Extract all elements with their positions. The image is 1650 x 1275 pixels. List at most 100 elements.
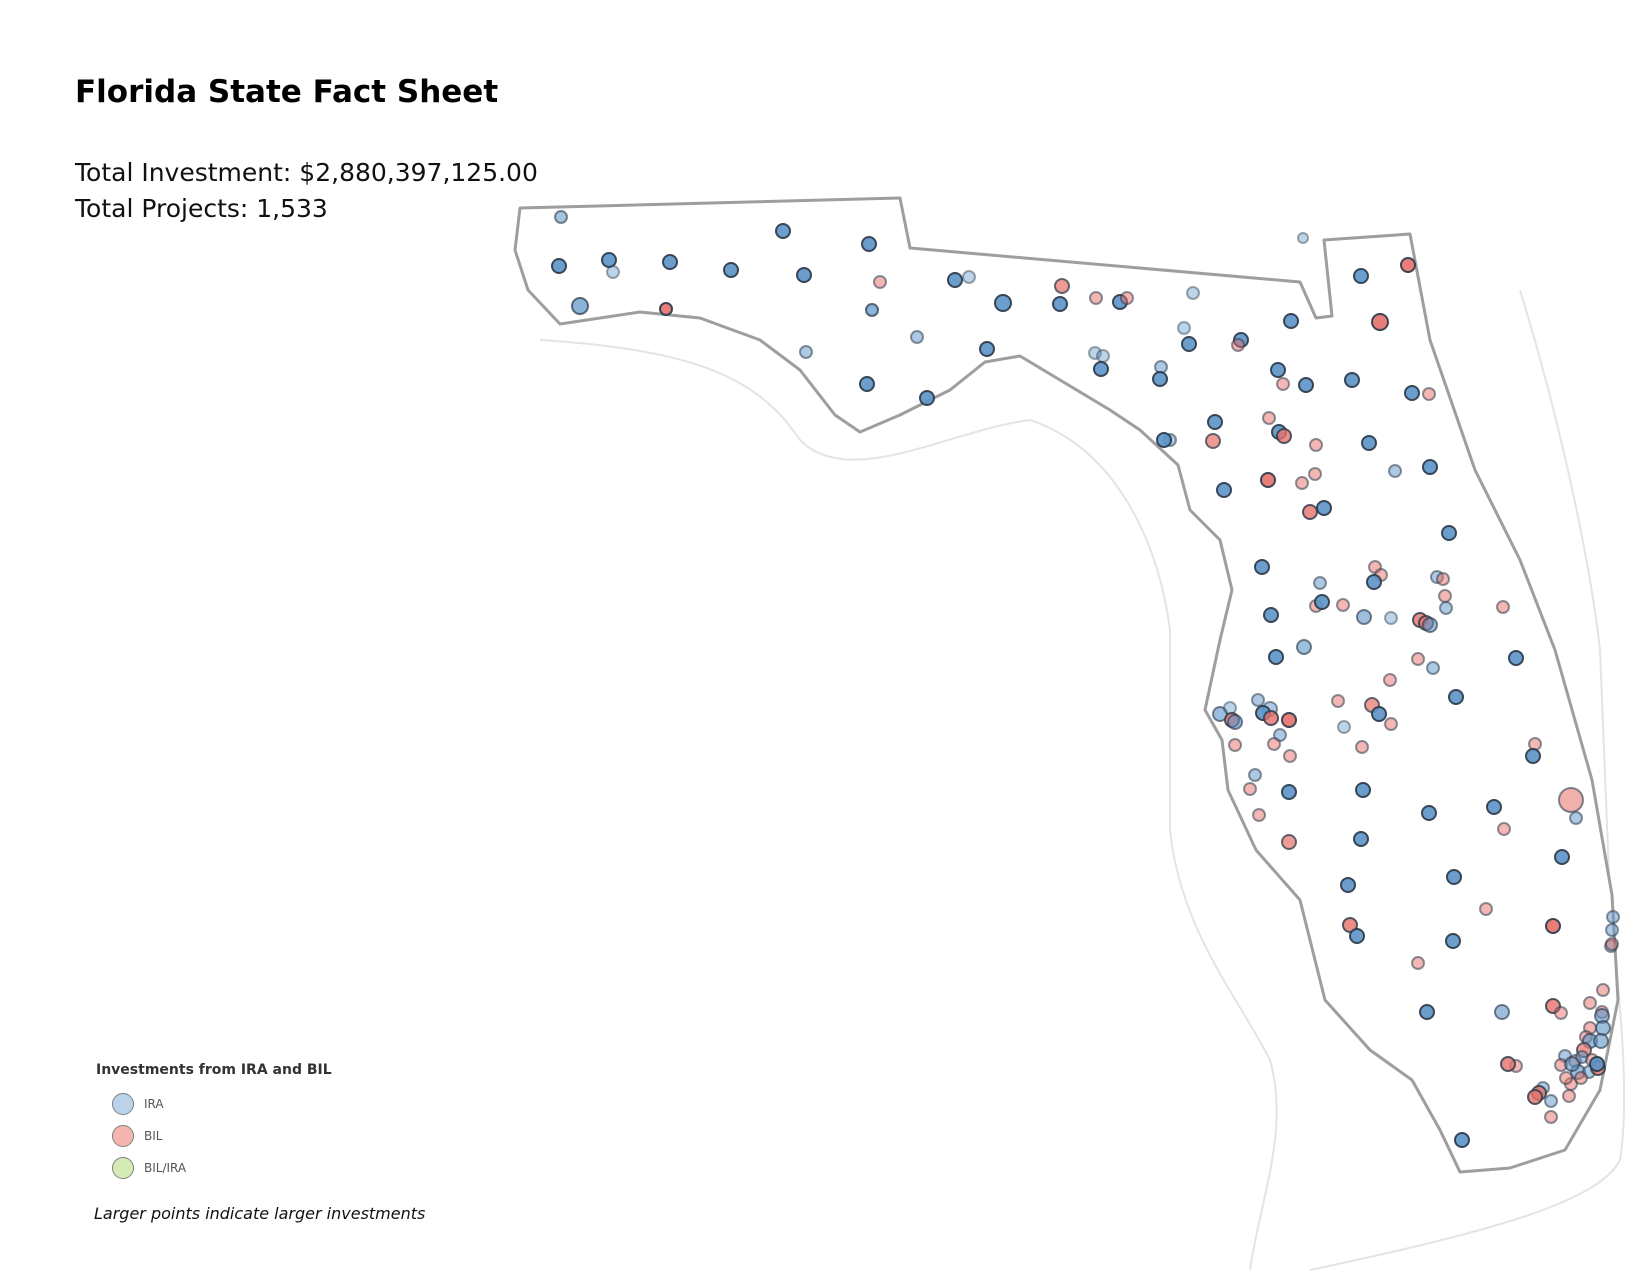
ira-investment-point[interactable] (1270, 362, 1286, 378)
ira-investment-point[interactable] (994, 294, 1012, 312)
ira-investment-point[interactable] (1156, 432, 1172, 448)
ira-investment-point[interactable] (1446, 869, 1462, 885)
bil-investment-point[interactable] (873, 275, 887, 289)
ira-investment-point[interactable] (1564, 1056, 1580, 1072)
bil-investment-point[interactable] (1243, 782, 1257, 796)
ira-investment-point[interactable] (551, 258, 567, 274)
ira-investment-point[interactable] (1589, 1056, 1605, 1072)
ira-investment-point[interactable] (910, 330, 924, 344)
ira-investment-point[interactable] (1404, 385, 1420, 401)
ira-investment-point[interactable] (1595, 1020, 1611, 1036)
ira-investment-point[interactable] (1344, 372, 1360, 388)
ira-investment-point[interactable] (1441, 525, 1457, 541)
ira-investment-point[interactable] (1569, 811, 1583, 825)
bil-investment-point[interactable] (1574, 1071, 1588, 1085)
bil-investment-point[interactable] (1252, 808, 1266, 822)
bil-investment-point[interactable] (1260, 472, 1276, 488)
ira-investment-point[interactable] (571, 297, 589, 315)
ira-investment-point[interactable] (799, 345, 813, 359)
ira-investment-point[interactable] (1096, 349, 1110, 363)
ira-investment-point[interactable] (662, 254, 678, 270)
ira-investment-point[interactable] (1422, 617, 1438, 633)
bil-investment-point[interactable] (1384, 717, 1398, 731)
bil-investment-point[interactable] (1438, 589, 1452, 603)
bil-investment-point[interactable] (1422, 387, 1436, 401)
bil-investment-point[interactable] (1054, 278, 1070, 294)
ira-investment-point[interactable] (1448, 689, 1464, 705)
ira-investment-point[interactable] (601, 252, 617, 268)
ira-investment-point[interactable] (606, 265, 620, 279)
ira-investment-point[interactable] (1544, 1094, 1558, 1108)
bil-investment-point[interactable] (1309, 438, 1323, 452)
ira-investment-point[interactable] (1216, 482, 1232, 498)
ira-investment-point[interactable] (1340, 877, 1356, 893)
ira-investment-point[interactable] (1251, 693, 1265, 707)
bil-investment-point[interactable] (1281, 834, 1297, 850)
ira-investment-point[interactable] (1152, 371, 1168, 387)
bil-investment-point[interactable] (1120, 291, 1134, 305)
ira-investment-point[interactable] (1337, 720, 1351, 734)
bil-investment-point[interactable] (1231, 338, 1245, 352)
bil-investment-point[interactable] (1262, 411, 1276, 425)
ira-investment-point[interactable] (919, 390, 935, 406)
bil-investment-point[interactable] (1436, 572, 1450, 586)
ira-investment-point[interactable] (979, 341, 995, 357)
bil-investment-point[interactable] (1308, 467, 1322, 481)
bil-investment-point[interactable] (1281, 712, 1297, 728)
ira-investment-point[interactable] (1445, 933, 1461, 949)
bil-investment-point[interactable] (1583, 996, 1597, 1010)
ira-investment-point[interactable] (1605, 923, 1619, 937)
ira-investment-point[interactable] (1296, 639, 1312, 655)
ira-investment-point[interactable] (1093, 361, 1109, 377)
bil-investment-point[interactable] (1496, 600, 1510, 614)
ira-investment-point[interactable] (1494, 1004, 1510, 1020)
ira-investment-point[interactable] (1486, 799, 1502, 815)
ira-investment-point[interactable] (1353, 831, 1369, 847)
ira-investment-point[interactable] (1606, 910, 1620, 924)
ira-investment-point[interactable] (1223, 701, 1237, 715)
ira-investment-point[interactable] (1356, 609, 1372, 625)
ira-investment-point[interactable] (1421, 805, 1437, 821)
bil-investment-point[interactable] (1331, 694, 1345, 708)
bil-investment-point[interactable] (1383, 673, 1397, 687)
ira-investment-point[interactable] (1593, 1033, 1609, 1049)
bil-investment-point[interactable] (1283, 749, 1297, 763)
ira-investment-point[interactable] (1088, 346, 1102, 360)
bil-investment-point[interactable] (1295, 476, 1309, 490)
ira-investment-point[interactable] (1388, 464, 1402, 478)
ira-investment-point[interactable] (1525, 748, 1541, 764)
bil-investment-point[interactable] (1411, 956, 1425, 970)
bil-investment-point[interactable] (1528, 737, 1542, 751)
bil-investment-point[interactable] (1554, 1006, 1568, 1020)
ira-investment-point[interactable] (1454, 1132, 1470, 1148)
ira-investment-point[interactable] (865, 303, 879, 317)
ira-investment-point[interactable] (1248, 768, 1262, 782)
bil-investment-point[interactable] (1228, 738, 1242, 752)
bil-investment-point[interactable] (1263, 710, 1279, 726)
ira-investment-point[interactable] (1349, 928, 1365, 944)
ira-investment-point[interactable] (1353, 268, 1369, 284)
ira-investment-point[interactable] (1384, 611, 1398, 625)
bil-investment-point[interactable] (659, 302, 673, 316)
bil-investment-point[interactable] (1336, 598, 1350, 612)
ira-investment-point[interactable] (1181, 336, 1197, 352)
ira-investment-point[interactable] (1371, 706, 1387, 722)
ira-investment-point[interactable] (1052, 296, 1068, 312)
ira-investment-point[interactable] (1554, 849, 1570, 865)
bil-investment-point[interactable] (1302, 504, 1318, 520)
bil-investment-point[interactable] (1205, 433, 1221, 449)
bil-investment-point[interactable] (1558, 787, 1584, 813)
ira-investment-point[interactable] (859, 376, 875, 392)
ira-investment-point[interactable] (1426, 661, 1440, 675)
bil-investment-point[interactable] (1267, 737, 1281, 751)
bil-investment-point[interactable] (1497, 822, 1511, 836)
ira-investment-point[interactable] (1422, 459, 1438, 475)
ira-investment-point[interactable] (1508, 650, 1524, 666)
ira-investment-point[interactable] (1263, 607, 1279, 623)
ira-investment-point[interactable] (1366, 574, 1382, 590)
ira-investment-point[interactable] (554, 210, 568, 224)
ira-investment-point[interactable] (1281, 784, 1297, 800)
bil-investment-point[interactable] (1342, 917, 1358, 933)
ira-investment-point[interactable] (962, 270, 976, 284)
ira-investment-point[interactable] (723, 262, 739, 278)
